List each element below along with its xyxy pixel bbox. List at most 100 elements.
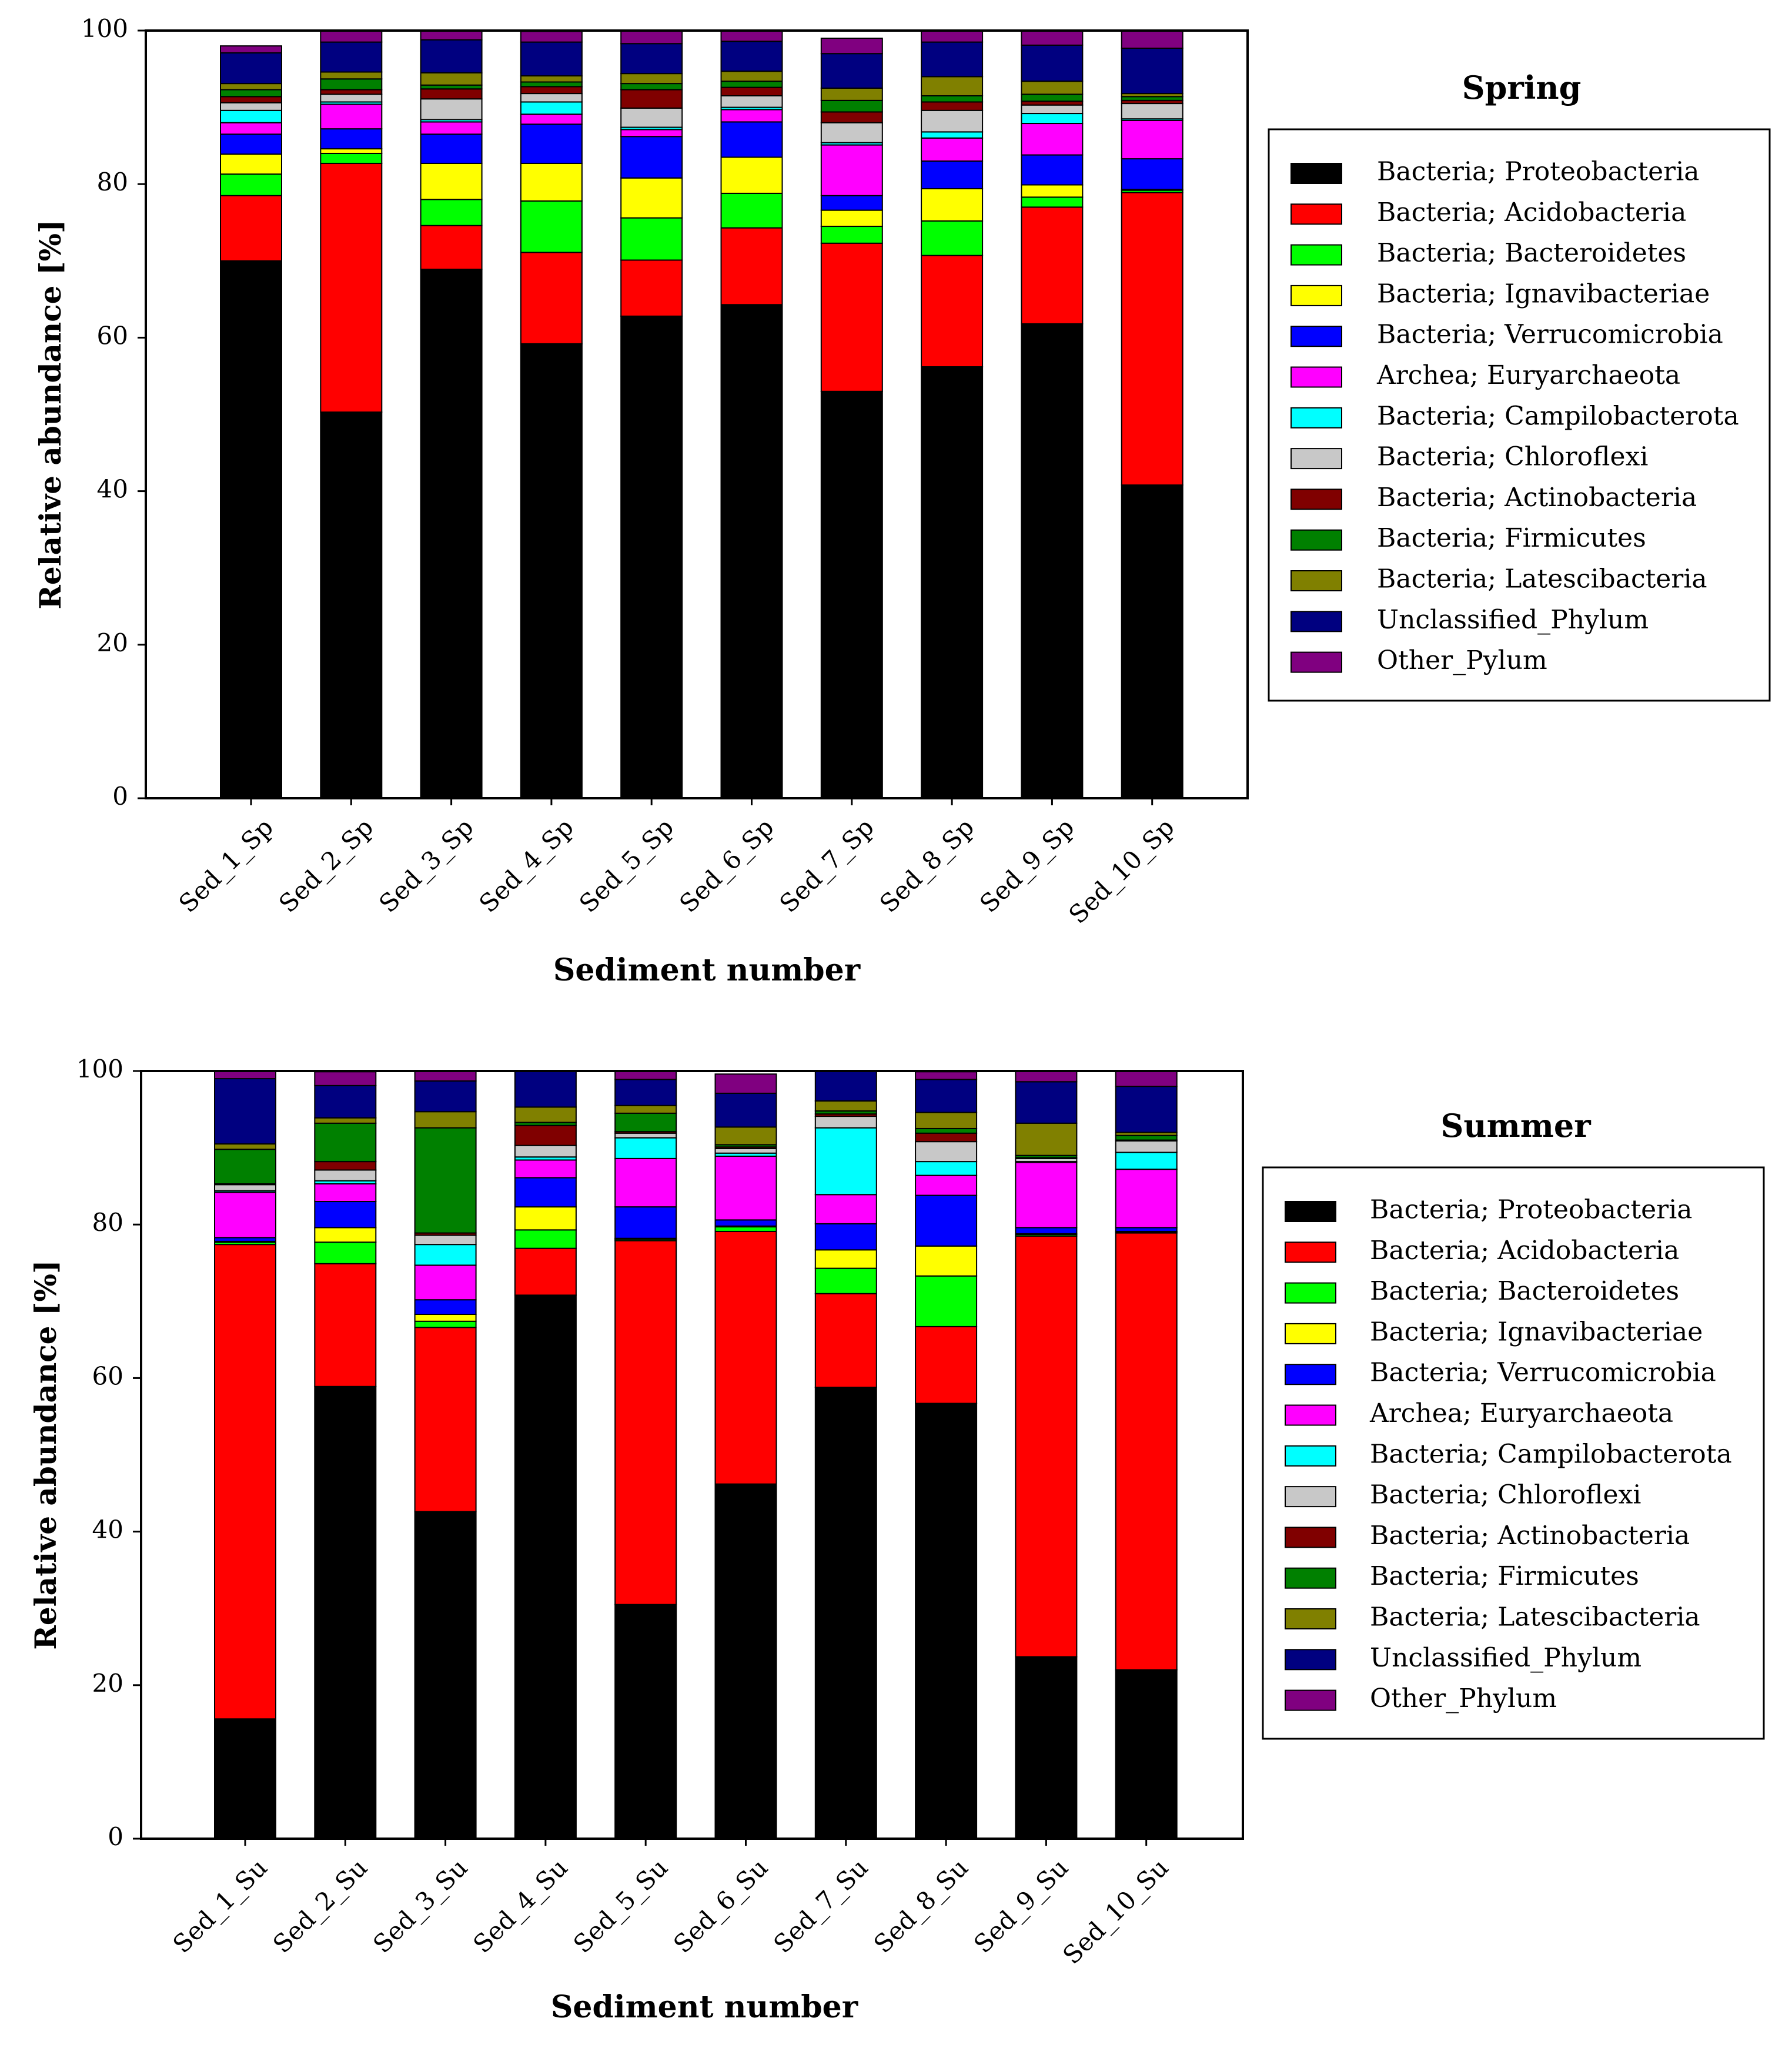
- spring-bar-7-segment-10: [820, 99, 883, 113]
- summer-y-tick-label: 100: [76, 1055, 123, 1083]
- spring-bar-10-segment-5: [1121, 158, 1183, 190]
- summer-bar-2-segment-13: [314, 1071, 377, 1086]
- spring-bar-3-segment-12: [420, 39, 483, 73]
- summer-bar-10-segment-8: [1115, 1140, 1178, 1153]
- spring-legend-label: Bacteria; Verrucomicrobia: [1377, 320, 1723, 350]
- spring-bar-2-segment-1: [320, 411, 383, 799]
- spring-bar-7-segment-9: [820, 111, 883, 123]
- spring-bar-1-segment-3: [220, 173, 282, 196]
- spring-bar-9-segment-2: [1021, 206, 1084, 324]
- spring-legend-swatch: [1290, 570, 1342, 591]
- summer-y-tick-label: 80: [92, 1208, 123, 1237]
- spring-bar-5-segment-3: [620, 217, 683, 261]
- spring-bar-5-segment-10: [620, 83, 683, 91]
- spring-y-tick-label: 20: [97, 628, 128, 657]
- spring-bar-9-segment-13: [1021, 30, 1084, 46]
- summer-y-ticks: 0 20 40 60 80 100: [76, 1055, 141, 1851]
- spring-bar-7-segment-1: [820, 390, 883, 799]
- spring-bar-9-segment-5: [1021, 154, 1084, 186]
- summer-bar-1-segment-11: [214, 1143, 276, 1150]
- summer-bars: [214, 1070, 1178, 1840]
- spring-bar-5-segment-6: [620, 129, 683, 138]
- summer-legend-label: Bacteria; Chloroflexi: [1370, 1480, 1641, 1510]
- spring-bar-5-segment-8: [620, 107, 683, 128]
- spring-x-tick-label: Sed_4_Sp: [473, 812, 579, 918]
- spring-bar-10-segment-2: [1121, 192, 1183, 486]
- summer-y-tick-label: 0: [108, 1822, 123, 1851]
- summer-bar-2-segment-11: [314, 1117, 377, 1124]
- spring-x-tick-label: Sed_5_Sp: [574, 812, 680, 918]
- spring-bar-4-segment-10: [520, 81, 583, 88]
- summer-legend-swatch: [1285, 1323, 1336, 1344]
- spring-bar-4-segment-11: [520, 75, 583, 83]
- summer-bar-4-segment-6: [514, 1159, 577, 1179]
- summer-bar-1-segment-6: [214, 1192, 276, 1239]
- summer-legend-label: Bacteria; Firmicutes: [1370, 1561, 1639, 1591]
- spring-bar-9-segment-10: [1021, 93, 1084, 102]
- summer-bar-1-segment-10: [214, 1149, 276, 1184]
- spring-legend-swatch: [1290, 326, 1342, 347]
- spring-legend-label: Bacteria; Latescibacteria: [1377, 564, 1707, 594]
- spring-bar-4-segment-1: [520, 343, 583, 799]
- spring-bar-2-segment-12: [320, 41, 383, 73]
- summer-x-tick-label: Sed_10_Su: [1057, 1853, 1174, 1970]
- spring-bar-8-segment-6: [921, 137, 984, 162]
- summer-bar-3-segment-10: [414, 1127, 477, 1234]
- summer-bar-2-segment-8: [314, 1169, 377, 1182]
- summer-x-tick-label: Sed_1_Su: [167, 1853, 273, 1959]
- summer-y-axis-label: Relative abundance [%]: [28, 1260, 63, 1649]
- spring-y-tick-label: 40: [97, 475, 128, 504]
- summer-bar-6-segment-2: [714, 1230, 777, 1485]
- spring-legend-swatch: [1290, 651, 1342, 673]
- summer-bar-9-segment-13: [1015, 1070, 1078, 1083]
- summer-legend-swatch: [1285, 1649, 1336, 1671]
- summer-y-tick-label: 20: [92, 1669, 123, 1698]
- summer-bar-2-segment-1: [314, 1385, 377, 1840]
- summer-bar-10-segment-7: [1115, 1152, 1178, 1170]
- spring-bar-3-segment-4: [420, 162, 483, 200]
- summer-plot-frame: [140, 1070, 1244, 1840]
- summer-bar-6-segment-11: [714, 1126, 777, 1146]
- summer-legend-swatch: [1285, 1486, 1336, 1508]
- summer-bar-8-segment-11: [915, 1112, 978, 1129]
- spring-bar-6-segment-13: [720, 30, 783, 42]
- summer-bar-2-segment-2: [314, 1263, 377, 1387]
- summer-legend-box: [1262, 1166, 1765, 1740]
- spring-bar-4-segment-4: [520, 162, 583, 202]
- spring-bar-9-segment-11: [1021, 81, 1084, 95]
- spring-legend-swatch: [1290, 366, 1342, 388]
- summer-bar-5-segment-5: [614, 1206, 677, 1239]
- spring-bar-4-segment-2: [520, 252, 583, 344]
- spring-x-tick-label: Sed_3_Sp: [373, 812, 479, 918]
- spring-bar-2-segment-13: [320, 30, 383, 43]
- summer-bar-2-segment-10: [314, 1122, 377, 1163]
- spring-legend-swatch: [1290, 488, 1342, 510]
- summer-bar-8-segment-10: [915, 1127, 978, 1134]
- summer-legend-label: Bacteria; Ignavibacteriae: [1370, 1317, 1703, 1347]
- spring-legend-box: [1268, 128, 1771, 702]
- summer-bar-3-segment-11: [414, 1111, 477, 1129]
- spring-legend: Bacteria; Proteobacteria Bacteria; Acidob…: [1268, 128, 1771, 702]
- summer-bar-2-segment-3: [314, 1241, 377, 1264]
- summer-bar-1-segment-12: [214, 1078, 276, 1145]
- summer-x-tick-label: Sed_4_Su: [467, 1853, 573, 1959]
- spring-bar-1-segment-11: [220, 83, 282, 91]
- spring-bar-4-segment-8: [520, 93, 583, 103]
- summer-x-tick-label: Sed_5_Su: [568, 1853, 674, 1959]
- summer-bar-4-segment-8: [514, 1144, 577, 1158]
- summer-legend-title: Summer: [1440, 1107, 1591, 1144]
- spring-bar-1-segment-6: [220, 122, 282, 135]
- spring-legend-swatch: [1290, 203, 1342, 225]
- summer-bar-6-segment-12: [714, 1092, 777, 1128]
- spring-x-axis-label: Sediment number: [553, 952, 861, 988]
- spring-bar-10-segment-6: [1121, 119, 1183, 160]
- summer-bar-2-segment-4: [314, 1227, 377, 1243]
- spring-plot-frame: [145, 29, 1249, 799]
- summer-x-tick-label: Sed_3_Su: [367, 1853, 473, 1959]
- summer-legend-label: Bacteria; Actinobacteria: [1370, 1521, 1690, 1551]
- spring-bar-2-segment-4: [320, 148, 383, 154]
- summer-legend-swatch: [1285, 1689, 1336, 1711]
- summer-x-ticks: Sed_1_SuSed_2_SuSed_3_SuSed_4_SuSed_5_Su…: [167, 1839, 1174, 1970]
- spring-bar-4-segment-7: [520, 101, 583, 115]
- spring-bar-5-segment-9: [620, 89, 683, 109]
